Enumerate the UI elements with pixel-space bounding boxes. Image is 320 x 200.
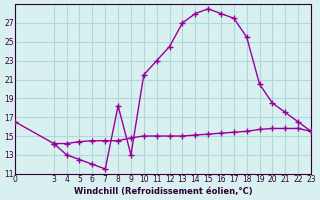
- X-axis label: Windchill (Refroidissement éolien,°C): Windchill (Refroidissement éolien,°C): [74, 187, 252, 196]
